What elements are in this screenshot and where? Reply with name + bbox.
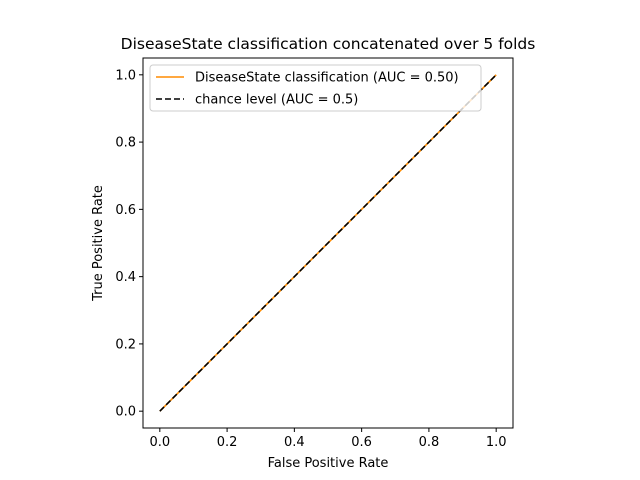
x-tick-label: 0.8 <box>419 435 440 450</box>
x-tick-label: 0.2 <box>217 435 238 450</box>
series-line-1 <box>159 74 497 412</box>
y-axis-label: True Positive Rate <box>91 185 106 302</box>
y-tick-label: 0.6 <box>115 203 136 218</box>
y-tick-label: 0.4 <box>115 270 136 285</box>
y-tick-label: 1.0 <box>115 68 136 83</box>
x-tick-label: 1.0 <box>486 435 507 450</box>
x-tick-label: 0.4 <box>284 435 305 450</box>
x-axis-ticks: 0.0 0.2 0.4 0.6 0.8 1.0 <box>149 428 507 450</box>
series-layer <box>159 74 497 412</box>
y-tick-label: 0.8 <box>115 136 136 151</box>
y-axis-ticks: 0.0 0.2 0.4 0.6 0.8 1.0 <box>115 68 143 420</box>
legend-label-0: DiseaseState classification (AUC = 0.50) <box>195 71 459 86</box>
chart-title: DiseaseState classification concatenated… <box>121 35 536 53</box>
legend-box <box>149 64 482 112</box>
x-axis-label: False Positive Rate <box>268 456 389 471</box>
y-tick-label: 0.2 <box>115 337 136 352</box>
legend-entries: DiseaseState classification (AUC = 0.50)… <box>156 71 459 108</box>
legend-label-1: chance level (AUC = 0.5) <box>195 93 358 108</box>
plot-area: 0.0 0.2 0.4 0.6 0.8 1.0 0.0 0.2 0.4 0.6 0.8 1.0 <box>115 57 514 450</box>
x-tick-label: 0.0 <box>149 435 170 450</box>
legend: DiseaseState classification (AUC = 0.50)… <box>149 64 482 112</box>
y-tick-label: 0.0 <box>115 405 136 420</box>
x-tick-label: 0.6 <box>351 435 372 450</box>
